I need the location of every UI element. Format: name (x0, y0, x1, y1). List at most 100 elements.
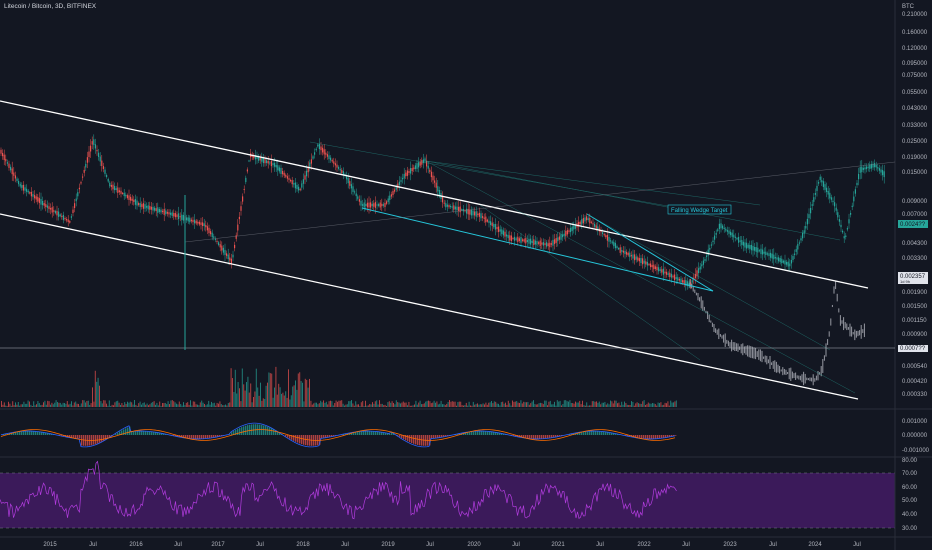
candle-body (103, 166, 104, 169)
volume-bar (526, 402, 527, 407)
candle-body (348, 178, 349, 183)
candle-body (165, 211, 166, 215)
macd-axis[interactable]: 0.001000 0.000000 -0.001000 (902, 419, 930, 454)
macd-histogram-bar (209, 435, 210, 438)
volume-bar (425, 402, 426, 407)
volume-bar (453, 402, 454, 407)
macd-histogram-bar (193, 435, 194, 438)
macd-histogram-bar (365, 431, 366, 435)
candle-body (376, 204, 377, 205)
candle-body (752, 246, 753, 251)
candle-body (389, 196, 390, 200)
main-pane[interactable] (0, 0, 895, 550)
volume-bar (621, 402, 622, 407)
candle-body (592, 223, 593, 224)
candle-body (735, 237, 736, 238)
candle-body (100, 157, 101, 162)
volume-bar (365, 401, 366, 407)
volume-bar (51, 403, 52, 407)
time-tick-label: 2015 (43, 542, 57, 548)
rsi-axis[interactable]: 80.00 70.00 60.00 50.00 40.00 30.00 (902, 458, 918, 532)
volume-bar (30, 405, 31, 407)
candle-body (5, 159, 6, 161)
candle-body (271, 161, 272, 166)
candle-body (500, 229, 501, 231)
candle-body (559, 237, 560, 240)
volume-bar (407, 405, 408, 407)
volume-bar (89, 405, 90, 407)
macd-histogram-bar (551, 435, 552, 438)
volume-bar (95, 371, 96, 407)
volume-bar (16, 405, 17, 407)
time-tick-label: 2022 (637, 542, 651, 548)
candle-body (509, 235, 510, 240)
candle-body (520, 237, 521, 243)
candle-body (37, 197, 38, 202)
macd-histogram-bar (537, 435, 538, 439)
volume-bar (666, 403, 667, 407)
price-axis[interactable]: BTC 0.210000 0.160000 0.120000 0.095000 0.075… (902, 4, 928, 398)
candle-body (282, 171, 283, 174)
volume-bar (323, 400, 324, 407)
symbol-title[interactable]: Litecoin / Bitcoin, 3D, BITFINEX (4, 3, 97, 10)
candle-body (748, 245, 749, 248)
candle-body (568, 230, 569, 232)
candle-body (583, 218, 584, 223)
macd-tick-label: 0.000000 (902, 433, 928, 439)
volume-bar (11, 406, 12, 407)
time-tick-label: 2017 (211, 542, 225, 548)
candle-body (770, 253, 771, 258)
macd-histogram-bar (27, 431, 28, 435)
volume-bar (175, 402, 176, 407)
candle-body (730, 232, 731, 235)
candle-body (154, 208, 155, 211)
candle-body (109, 183, 110, 187)
volume-bar (457, 402, 458, 407)
macd-histogram-bar (231, 432, 232, 435)
macd-histogram-bar (305, 435, 306, 445)
volume-bar (651, 404, 652, 407)
macd-histogram-bar (97, 435, 98, 443)
volume-bar (148, 405, 149, 407)
candle-body (773, 255, 774, 260)
candle-body (516, 238, 517, 239)
candle-body (312, 156, 313, 158)
macd-histogram-bar (133, 432, 134, 435)
volume-bar (590, 405, 591, 407)
volume-bar (663, 405, 664, 407)
candle-body (66, 219, 67, 220)
volume-bar (43, 402, 44, 407)
volume-bar (380, 404, 381, 407)
candle-body (240, 206, 241, 211)
macd-histogram-bar (251, 424, 252, 435)
price-badge-current-ltc: 0.0024?? (898, 220, 928, 228)
macd-histogram-bar (103, 435, 104, 441)
volume-bar (172, 400, 173, 407)
candle-body (791, 260, 792, 263)
rsi-tick-label: 60.00 (902, 485, 918, 491)
candle-body (778, 257, 779, 261)
candle-body (482, 216, 483, 218)
volume-bar (26, 404, 27, 407)
volume-bar (497, 404, 498, 407)
volume-bar (532, 402, 533, 407)
candle-body (463, 209, 464, 211)
volume-bar (553, 404, 554, 407)
volume-bar (534, 404, 535, 407)
candle-body (616, 246, 617, 248)
volume-bar (294, 385, 295, 407)
candle-body (160, 210, 161, 213)
volume-bar (154, 401, 155, 407)
candle-body (740, 240, 741, 241)
volume-bar (264, 399, 265, 407)
time-tick-label: Jul (682, 542, 690, 548)
candle-body (106, 175, 107, 177)
volume-bar (107, 406, 108, 407)
time-tick-label: 2018 (296, 542, 310, 548)
candle-body (496, 227, 497, 229)
candle-body (789, 264, 790, 267)
macd-histogram-bar (301, 435, 302, 444)
macd-histogram-bar (271, 428, 272, 435)
candle-body (354, 191, 355, 192)
